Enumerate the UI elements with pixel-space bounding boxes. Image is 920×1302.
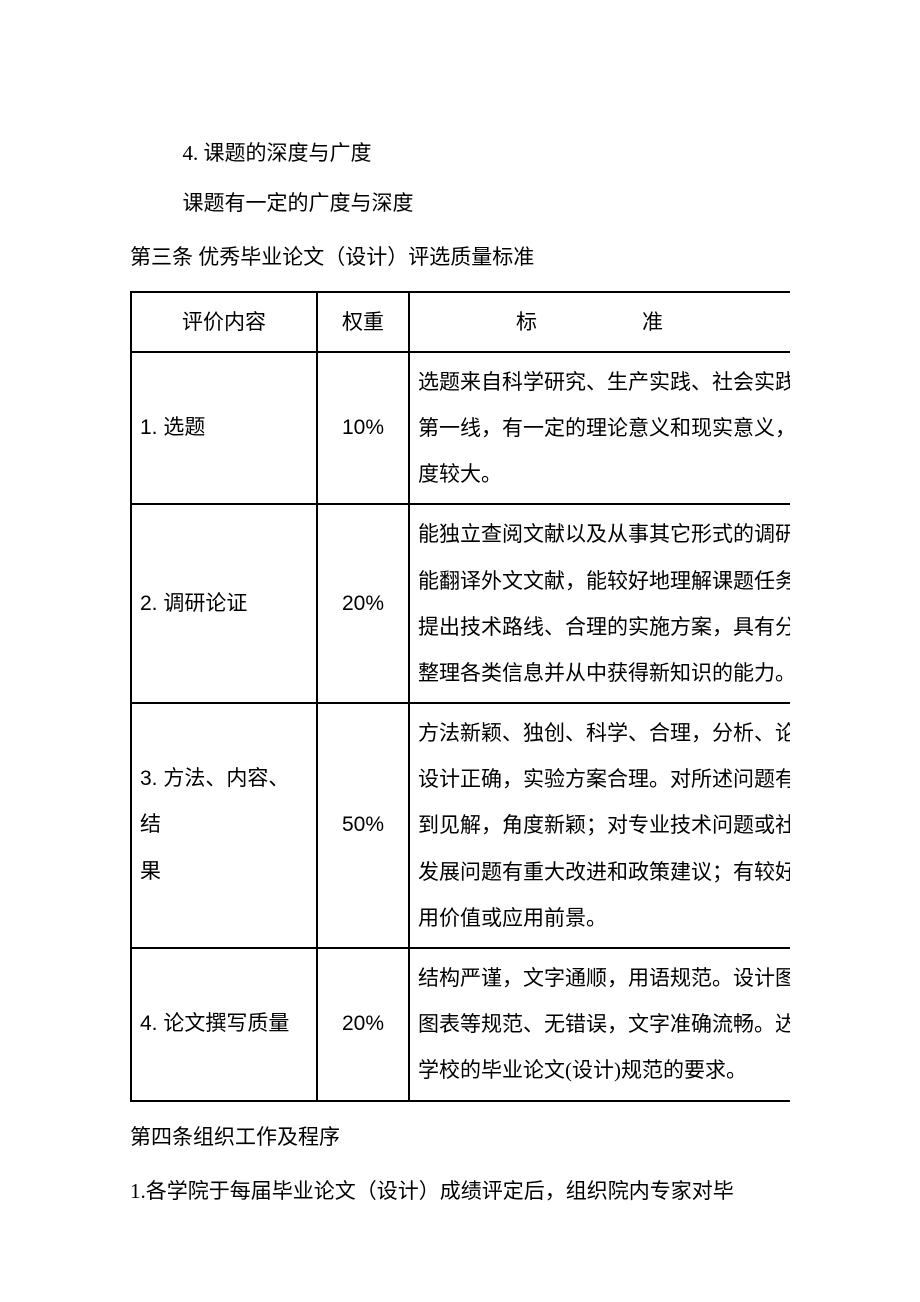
row-1-col-2: 10%: [317, 352, 409, 505]
table-row: 1. 选题 10% 选题来自科学研究、生产实践、社会实践 第一线，有一定的理论意…: [131, 352, 790, 505]
criteria-table: 评价内容 权重 标 准 1. 选题 10% 选题来自科学研究、生产实践、社会实践…: [130, 291, 790, 1102]
row-4-col-1: 4. 论文撰写质量: [131, 948, 317, 1101]
row-1-col-3: 选题来自科学研究、生产实践、社会实践 第一线，有一定的理论意义和现实意义， 度较…: [409, 352, 790, 505]
table-row: 2. 调研论证 20% 能独立查阅文献以及从事其它形式的调研 能翻译外文文献，能…: [131, 504, 790, 703]
row-2-col-3: 能独立查阅文献以及从事其它形式的调研 能翻译外文文献，能较好地理解课题任务 提出…: [409, 504, 790, 703]
row-1-col-1: 1. 选题: [131, 352, 317, 505]
table-header-row: 评价内容 权重 标 准: [131, 292, 790, 352]
row-3-col-1: 3. 方法、内容、结 果: [131, 703, 317, 948]
row-3-col-2: 50%: [317, 703, 409, 948]
section-3-title: 第三条 优秀毕业论文（设计）评选质量标准: [130, 234, 790, 280]
section-4-item-1: 1.各学院于每届毕业论文（设计）成绩评定后，组织院内专家对毕: [130, 1168, 790, 1214]
row-3-col-3: 方法新颖、独创、科学、合理，分析、论 设计正确，实验方案合理。对所述问题有 到见…: [409, 703, 790, 948]
row-2-col-1: 2. 调研论证: [131, 504, 317, 703]
row-2-col-2: 20%: [317, 504, 409, 703]
row-4-col-2: 20%: [317, 948, 409, 1101]
section-4-title: 第四条组织工作及程序: [130, 1114, 790, 1160]
intro-item-4-title: 4. 课题的深度与广度: [130, 130, 790, 176]
row-4-col-3: 结构严谨，文字通顺，用语规范。设计图纸 图表等规范、无错误，文字准确流畅。达 学…: [409, 948, 790, 1101]
header-col-2: 权重: [317, 292, 409, 352]
table-row: 3. 方法、内容、结 果 50% 方法新颖、独创、科学、合理，分析、论 设计正确…: [131, 703, 790, 948]
header-col-3: 标 准: [409, 292, 790, 352]
intro-item-4-desc: 课题有一定的广度与深度: [130, 180, 790, 226]
header-col-1: 评价内容: [131, 292, 317, 352]
table-row: 4. 论文撰写质量 20% 结构严谨，文字通顺，用语规范。设计图纸 图表等规范、…: [131, 948, 790, 1101]
